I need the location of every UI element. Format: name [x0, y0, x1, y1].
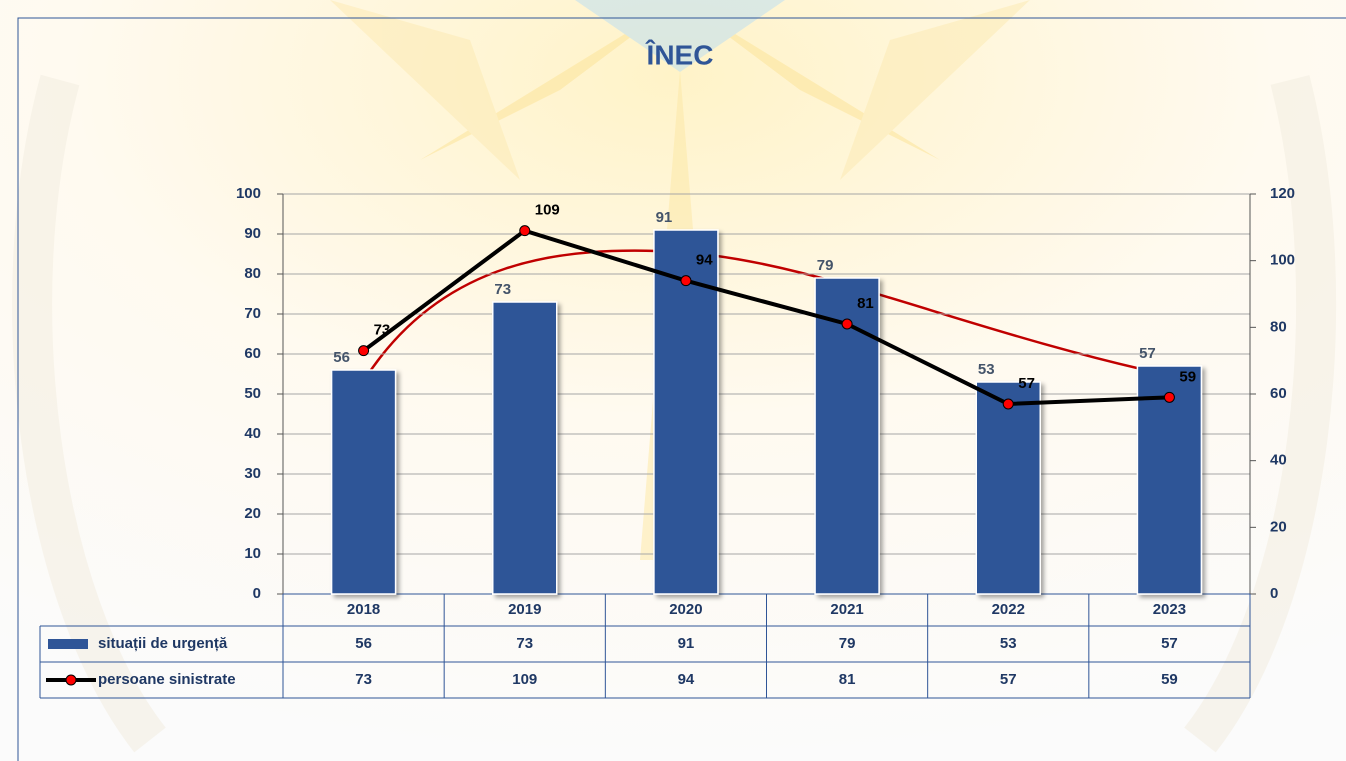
frame-border: [17, 17, 1346, 761]
y-tick-label: 10: [244, 545, 261, 562]
line-value-label: 59: [1179, 368, 1196, 385]
line-value-label: 94: [696, 252, 713, 269]
line-series: [362, 228, 1170, 407]
table-value: 79: [839, 635, 856, 652]
bar-value-label: 57: [1139, 345, 1156, 362]
bar: [1136, 365, 1203, 595]
bar-value-label: 53: [978, 361, 995, 378]
line-marker: [519, 225, 531, 237]
y-tick-label: 80: [244, 265, 261, 282]
legend-key: [48, 639, 88, 649]
legend-label: situații de urgență: [98, 635, 228, 652]
table-value: 73: [355, 671, 372, 688]
x-tick-label: 2020: [669, 601, 702, 618]
y2-tick-label: 40: [1270, 452, 1287, 469]
line-value-label: 109: [535, 202, 560, 219]
line-value-label: 81: [857, 295, 874, 312]
line-marker: [1002, 398, 1014, 410]
y-tick-label: 100: [236, 185, 261, 202]
y2-tick-label: 60: [1270, 385, 1287, 402]
y-tick-label: 60: [244, 345, 261, 362]
y-tick-label: 0: [253, 585, 261, 602]
line-marker: [1163, 391, 1175, 403]
y2-tick-label: 20: [1270, 518, 1287, 535]
y-tick-label: 50: [244, 385, 261, 402]
y-tick-label: 90: [244, 225, 261, 242]
bar: [814, 277, 880, 595]
x-tick-label: 2022: [992, 601, 1025, 618]
x-tick-label: 2023: [1153, 601, 1186, 618]
legend-key-marker: [65, 674, 77, 686]
x-tick-label: 2021: [830, 601, 863, 618]
y2-tick-label: 80: [1270, 318, 1287, 335]
bar-value-label: 56: [333, 349, 350, 366]
table-value: 59: [1161, 671, 1178, 688]
bar-value-label: 73: [494, 281, 511, 298]
x-tick-label: 2018: [347, 601, 380, 618]
line-marker: [841, 318, 853, 330]
line-value-label: 73: [374, 322, 391, 339]
bar: [492, 301, 558, 595]
table-value: 57: [1161, 635, 1178, 652]
line-marker: [358, 345, 370, 357]
y-tick-label: 20: [244, 505, 261, 522]
table-value: 57: [1000, 671, 1017, 688]
table-value: 73: [516, 635, 533, 652]
bar: [330, 369, 397, 595]
bar: [975, 381, 1041, 595]
y-tick-label: 30: [244, 465, 261, 482]
table-value: 81: [839, 671, 856, 688]
y2-tick-label: 120: [1270, 185, 1295, 202]
x-tick-label: 2019: [508, 601, 541, 618]
y-tick-label: 40: [244, 425, 261, 442]
table-value: 53: [1000, 635, 1017, 652]
bar-value-label: 79: [817, 257, 834, 274]
bar-value-label: 91: [656, 209, 673, 226]
table-value: 91: [678, 635, 695, 652]
line-value-label: 57: [1018, 375, 1035, 392]
legend-label: persoane sinistrate: [98, 671, 236, 688]
table-value: 94: [678, 671, 695, 688]
table-value: 56: [355, 635, 372, 652]
line-marker: [680, 275, 692, 287]
y2-tick-label: 100: [1270, 252, 1295, 269]
bar: [653, 229, 719, 595]
chart-title: ÎNEC: [645, 39, 714, 70]
table-value: 109: [512, 671, 537, 688]
y2-tick-label: 0: [1270, 585, 1278, 602]
y-tick-label: 70: [244, 305, 261, 322]
